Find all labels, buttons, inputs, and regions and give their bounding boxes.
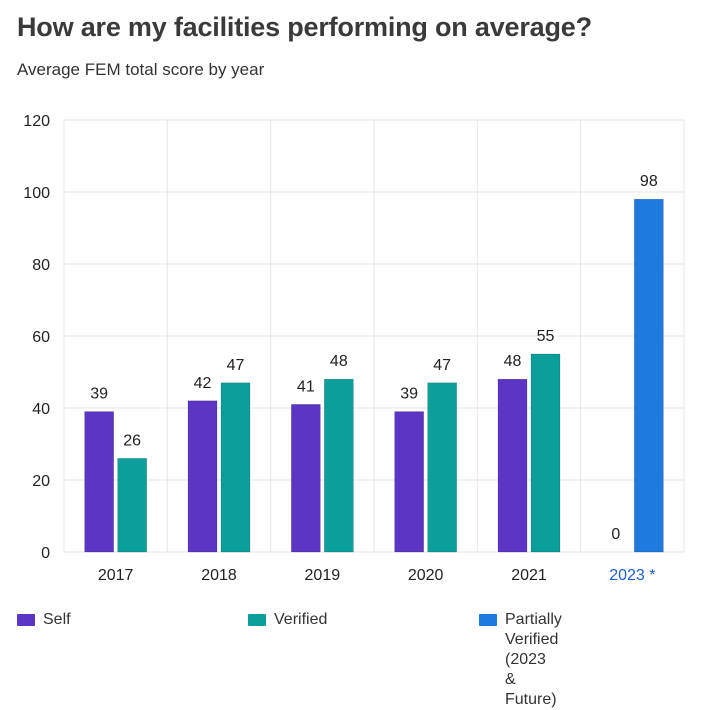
y-tick-label: 0 xyxy=(41,545,50,562)
legend-swatch-partially-verified xyxy=(479,614,497,626)
y-tick-label: 80 xyxy=(32,257,50,274)
bar-self xyxy=(291,404,321,553)
chart-title: How are my facilities performing on aver… xyxy=(17,12,592,42)
data-label: 48 xyxy=(504,353,522,370)
legend-swatch-self xyxy=(17,614,35,626)
bar-verified xyxy=(220,382,251,553)
data-label: 47 xyxy=(433,357,451,374)
bar-partially xyxy=(634,198,664,553)
data-label: 39 xyxy=(400,386,418,403)
legend-label-verified: Verified xyxy=(274,611,328,628)
data-label: 39 xyxy=(90,386,108,403)
bar-verified xyxy=(530,353,561,553)
y-tick-label: 60 xyxy=(32,329,50,346)
data-label: 42 xyxy=(194,375,212,392)
x-tick-label: 2018 xyxy=(201,567,237,584)
data-label: 47 xyxy=(227,357,245,374)
legend-label-self: Self xyxy=(43,611,71,628)
data-label: 41 xyxy=(297,378,315,395)
bar-verified xyxy=(324,378,354,553)
legend-swatch-verified xyxy=(248,614,266,626)
bar-self xyxy=(497,378,528,553)
x-tick-label: 2020 xyxy=(408,567,444,584)
bar-verified xyxy=(117,458,147,553)
bar-self xyxy=(394,411,424,553)
x-tick-label: 2021 xyxy=(511,567,547,584)
bar-self xyxy=(187,400,218,553)
data-label: 48 xyxy=(330,353,348,370)
y-tick-label: 120 xyxy=(23,113,50,130)
data-label: 98 xyxy=(640,173,658,190)
legend-label-partially-verified: Partially Verified (2023 & Future) xyxy=(505,611,562,708)
data-label: 0 xyxy=(611,526,620,543)
x-tick-label: 2023 * xyxy=(609,567,655,584)
x-tick-label: 2017 xyxy=(98,567,134,584)
data-label: 55 xyxy=(537,328,555,345)
chart-subtitle: Average FEM total score by year xyxy=(17,60,265,79)
bar-verified xyxy=(427,382,457,553)
x-tick-label: 2019 xyxy=(305,567,341,584)
bar-chart: 0 20 40 60 80 100 120 39 26 2017 42 47 2018 41 48 2019 3… xyxy=(23,113,685,584)
bar-self xyxy=(84,411,114,553)
data-label: 26 xyxy=(123,432,141,449)
y-tick-label: 20 xyxy=(32,473,50,490)
y-tick-label: 40 xyxy=(32,401,50,418)
y-tick-label: 100 xyxy=(23,185,50,202)
